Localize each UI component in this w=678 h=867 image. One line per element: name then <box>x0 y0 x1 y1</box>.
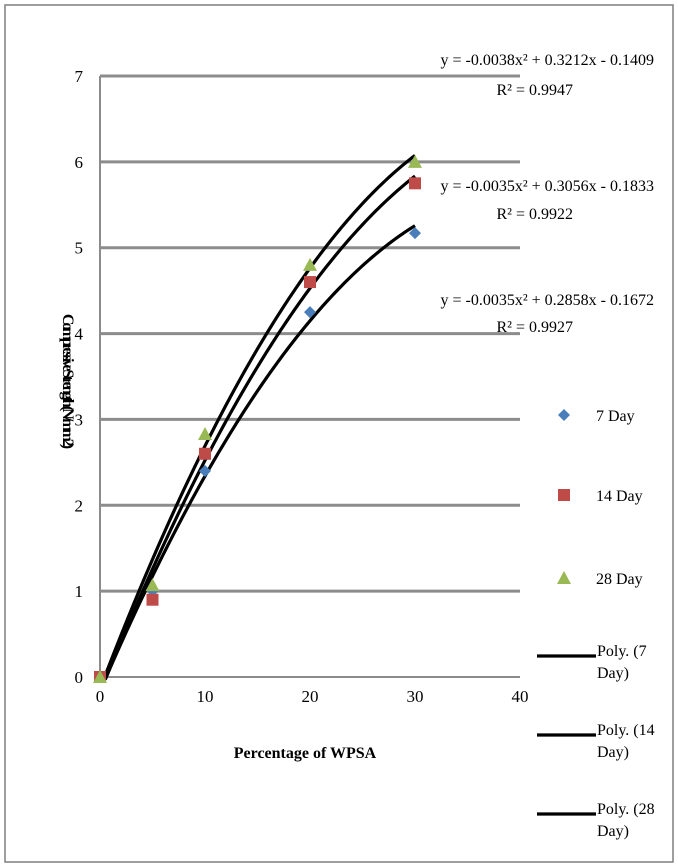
trendline-equations: y = -0.0035x² + 0.2858x - 0.1672 R² = 0.9… <box>441 52 655 336</box>
data-point-28-day <box>145 578 160 592</box>
data-point-14-day <box>146 593 159 606</box>
trendline-7-day <box>103 224 416 680</box>
x-axis-label: Percentage of WPSA <box>234 745 377 762</box>
trendline-r2: R² = 0.9947 <box>497 82 574 99</box>
trendline-r2: R² = 0.9922 <box>497 206 574 223</box>
x-tick-label: 40 <box>512 687 529 706</box>
data-point-7-day <box>304 306 316 319</box>
gridlines <box>100 74 520 593</box>
y-tick-label: 5 <box>75 239 84 258</box>
chart-border <box>4 4 674 863</box>
axes <box>99 76 520 678</box>
y-tick-label: 1 <box>75 582 84 601</box>
data-points <box>93 154 422 683</box>
x-tick-label: 30 <box>407 687 424 706</box>
data-point-28-day <box>303 257 317 271</box>
data-point-14-day <box>199 447 211 460</box>
x-tick-labels: 0 10 20 30 40 <box>96 687 529 706</box>
x-tick-label: 20 <box>302 687 319 706</box>
data-point-14-day <box>304 276 316 289</box>
y-tick-label: 0 <box>75 668 84 687</box>
y-tick-label: 6 <box>75 153 84 172</box>
trendline-28-day <box>103 154 416 676</box>
legend-label: 28 Day <box>596 571 643 588</box>
data-point-14-day <box>409 177 421 190</box>
trendline-equation: y = -0.0035x² + 0.3056x - 0.1833 <box>441 178 655 195</box>
legend-label: 7 Day <box>596 408 635 425</box>
y-tick-label: 4 <box>75 325 84 344</box>
trendlines <box>103 154 416 681</box>
data-point-28-day <box>408 154 422 168</box>
legend-marker-14-day <box>558 489 570 501</box>
x-tick-label: 0 <box>96 687 105 706</box>
data-point-7-day <box>409 227 421 240</box>
legend-label: Poly. (28 Day) <box>597 801 655 840</box>
data-point-28-day <box>198 427 212 441</box>
legend: 7 Day 14 Day 28 Day Poly. (7 Day) Poly. (14 Da… <box>537 408 655 840</box>
y-tick-label: 2 <box>75 496 84 515</box>
trendline-equation: y = -0.0038x² + 0.3212x - 0.1409 <box>441 52 655 69</box>
trendline-14-day <box>103 174 416 681</box>
data-point-7-day <box>199 464 211 477</box>
legend-label: 14 Day <box>596 488 643 505</box>
legend-marker-28-day <box>557 571 571 584</box>
x-tick-label: 10 <box>197 687 214 706</box>
data-point-28-day <box>93 670 107 683</box>
y-tick-labels: 0 1 2 3 4 5 6 7 <box>75 67 84 687</box>
trendline-r2: R² = 0.9927 <box>497 319 574 336</box>
legend-label: Poly. (7 Day) <box>597 643 647 682</box>
legend-marker-7-day <box>558 409 570 421</box>
y-tick-label: 7 <box>75 67 84 86</box>
legend-label: Poly. (14 Day) <box>597 722 655 761</box>
y-tick-label: 3 <box>75 410 84 429</box>
trendline-equation: y = -0.0035x² + 0.2858x - 0.1672 <box>441 292 655 309</box>
y-axis-label: Compressive Strength (N/mm2) <box>59 314 76 449</box>
